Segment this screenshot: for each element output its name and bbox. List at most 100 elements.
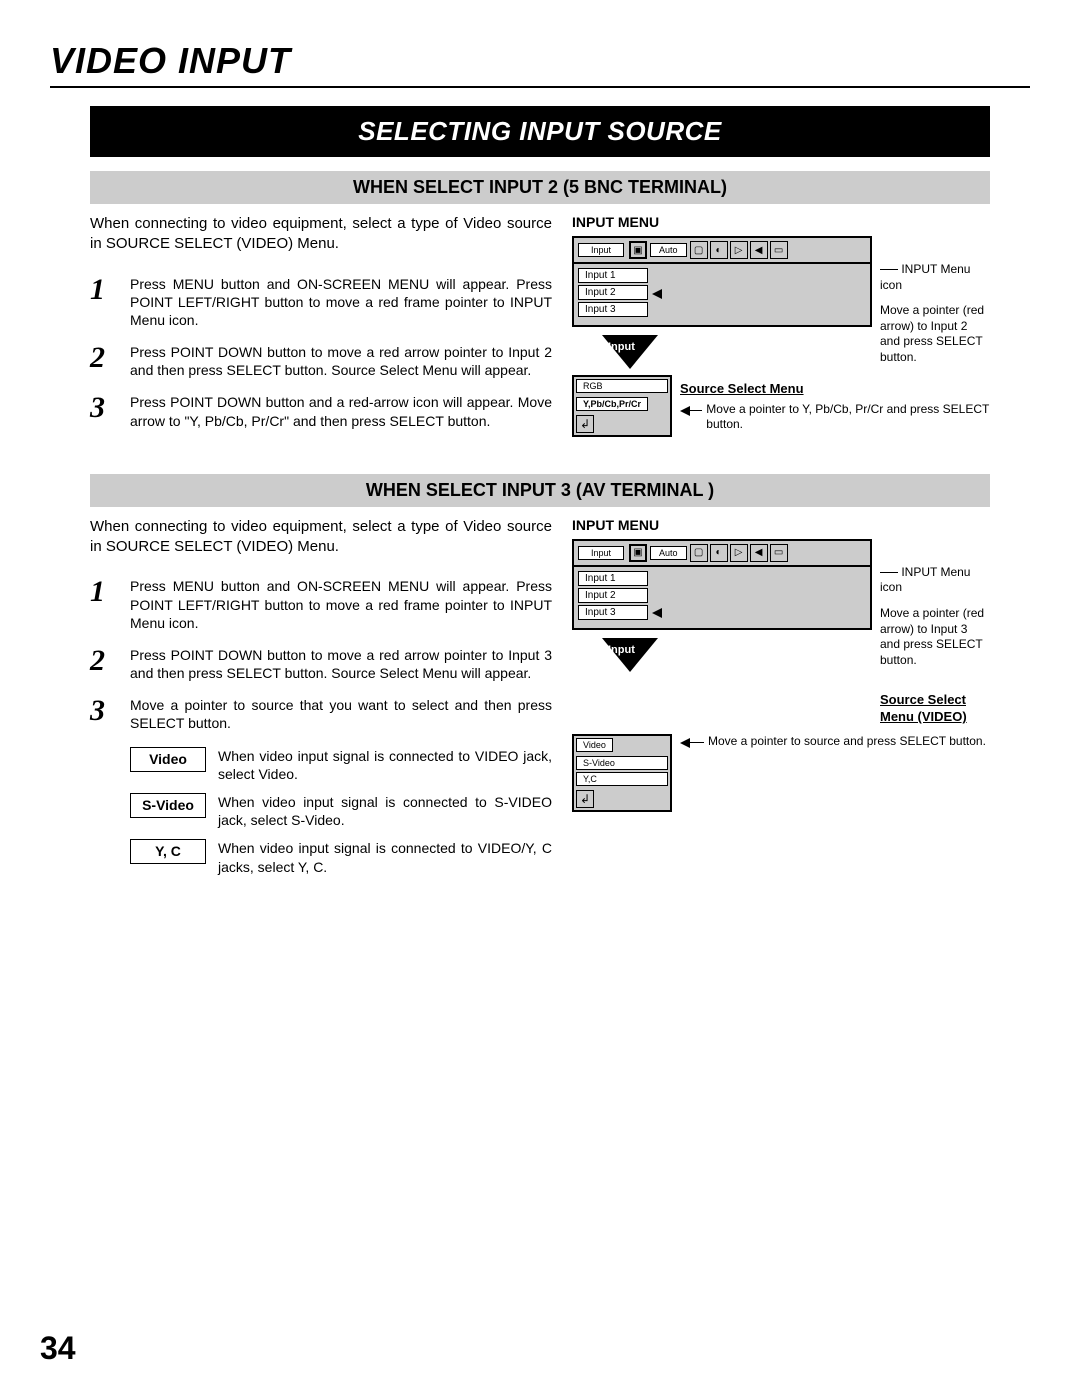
step: 1 Press MENU button and ON-SCREEN MENU w… [90, 577, 552, 632]
menu-item: Video [576, 738, 613, 752]
subsection-heading-1: WHEN SELECT INPUT 2 (5 BNC TERMINAL) [90, 171, 990, 204]
step-text: Press MENU button and ON-SCREEN MENU wil… [130, 577, 552, 632]
section-1-body: When connecting to video equipment, sele… [90, 214, 990, 444]
step: 1 Press MENU button and ON-SCREEN MENU w… [90, 275, 552, 330]
toolbar-icon: ▭ [770, 544, 788, 562]
pointer-arrow-icon [680, 738, 690, 748]
option-desc: When video input signal is connected to … [218, 747, 552, 783]
subsection-heading-2: WHEN SELECT INPUT 3 (AV TERMINAL ) [90, 474, 990, 507]
diagram-annotations: INPUT Menu icon Move a pointer (red arro… [880, 543, 990, 730]
step: 2 Press POINT DOWN button to move a red … [90, 343, 552, 379]
pointer-arrow-icon [680, 406, 690, 416]
source-annotations: Move a pointer to source and press SELEC… [680, 734, 986, 750]
option-row: S-Video When video input signal is conne… [130, 793, 552, 829]
menu-item: RGB [576, 379, 668, 393]
step-text: Press POINT DOWN button to move a red ar… [130, 343, 552, 379]
step: 3 Move a pointer to source that you want… [90, 696, 552, 732]
arrow-label: Input 3 [608, 644, 635, 668]
option-desc: When video input signal is connected to … [218, 793, 552, 829]
pointer-arrow-icon [652, 289, 662, 299]
step: 3 Press POINT DOWN button and a red-arro… [90, 393, 552, 429]
menu-item: Y,C [576, 772, 668, 786]
step-text: Press POINT DOWN button to move a red ar… [130, 646, 552, 682]
step-number: 2 [90, 343, 130, 379]
section-banner: SELECTING INPUT SOURCE [90, 106, 990, 157]
menu-item: Input 1 [578, 268, 648, 283]
annotation-text: Move a pointer (red arrow) to Input 3 an… [880, 606, 990, 668]
section-2-intro: When connecting to video equipment, sele… [90, 517, 552, 558]
source-select-menu: RGB Y,Pb/Cb,Pr/Cr ↲ [572, 375, 672, 437]
return-icon: ↲ [576, 415, 594, 433]
toolbar-icon: ◀ [750, 241, 768, 259]
step-text: Move a pointer to source that you want t… [130, 696, 552, 732]
arrow-label: Input 2 [608, 341, 635, 365]
input-menu-icon: ▣ [629, 241, 647, 259]
toolbar-icon: ◐ [710, 544, 728, 562]
annotation-text: INPUT Menu icon [880, 565, 970, 595]
toolbar-auto: Auto [650, 546, 687, 560]
toolbar-icon: ▢ [690, 544, 708, 562]
toolbar-icon: ▢ [690, 241, 708, 259]
annotation-text: INPUT Menu icon [880, 262, 970, 292]
section-2-left: When connecting to video equipment, sele… [90, 517, 552, 886]
menu-item: S-Video [576, 756, 668, 770]
step-text: Press MENU button and ON-SCREEN MENU wil… [130, 275, 552, 330]
source-select-menu: Video S-Video Y,C ↲ [572, 734, 672, 812]
toolbar-auto: Auto [650, 243, 687, 257]
annotation-text: Move a pointer (red arrow) to Input 2 an… [880, 303, 990, 365]
section-1-left: When connecting to video equipment, sele… [90, 214, 552, 444]
diagram-annotations: INPUT Menu icon Move a pointer (red arro… [880, 240, 990, 366]
toolbar-icon: ◀ [750, 544, 768, 562]
menu-toolbar: Input ▣ Auto ▢ ◐ ▷ ◀ ▭ [574, 238, 870, 264]
section-1-intro: When connecting to video equipment, sele… [90, 214, 552, 255]
section-2-right: INPUT MENU Input ▣ Auto ▢ ◐ ▷ ◀ ▭ Inpu [572, 517, 990, 886]
pointer-arrow-icon [652, 608, 662, 618]
menu-item: Input 2 [578, 588, 648, 603]
option-label: Video [130, 747, 206, 772]
step: 2 Press POINT DOWN button to move a red … [90, 646, 552, 682]
step-number: 3 [90, 393, 130, 429]
menu-item: Input 3 [578, 302, 648, 317]
toolbar-icon: ◐ [710, 241, 728, 259]
step-number: 1 [90, 577, 130, 632]
menu-item: Y,Pb/Cb,Pr/Cr [576, 397, 648, 411]
input-menu-icon: ▣ [629, 544, 647, 562]
step-number: 3 [90, 696, 130, 732]
annotation-text: Move a pointer to Y, Pb/Cb, Pr/Cr and pr… [706, 402, 990, 433]
input-menu-title: INPUT MENU [572, 517, 990, 533]
option-label: Y, C [130, 839, 206, 864]
input-menu-diagram: Input ▣ Auto ▢ ◐ ▷ ◀ ▭ Input 1 Input 2 I… [572, 539, 872, 630]
source-menu-title: Source Select Menu [680, 381, 990, 398]
toolbar-icon: ▷ [730, 241, 748, 259]
menu-item: Input 2 [578, 285, 648, 300]
input-menu-title: INPUT MENU [572, 214, 990, 230]
down-arrow-icon: Input 3 [602, 638, 658, 672]
menu-item: Input 1 [578, 571, 648, 586]
input-menu-diagram: Input ▣ Auto ▢ ◐ ▷ ◀ ▭ Input 1 Input 2 [572, 236, 872, 327]
page-title: VIDEO INPUT [50, 40, 1030, 82]
option-desc: When video input signal is connected to … [218, 839, 552, 875]
section-2-body: When connecting to video equipment, sele… [90, 517, 990, 886]
source-annotations: Source Select Menu Move a pointer to Y, … [680, 375, 990, 433]
down-arrow-icon: Input 2 [602, 335, 658, 369]
page-number: 34 [40, 1330, 76, 1367]
toolbar-icon: ▭ [770, 241, 788, 259]
step-number: 2 [90, 646, 130, 682]
menu-list: Input 1 Input 2 Input 3 [574, 264, 870, 325]
toolbar-label: Input [578, 243, 624, 257]
section-1-right: INPUT MENU Input ▣ Auto ▢ ◐ ▷ ◀ ▭ Inpu [572, 214, 990, 444]
return-icon: ↲ [576, 790, 594, 808]
step-text: Press POINT DOWN button and a red-arrow … [130, 393, 552, 429]
source-menu-title: Source Select Menu (VIDEO) [880, 692, 990, 726]
toolbar-icon: ▷ [730, 544, 748, 562]
annotation-text: Move a pointer to source and press SELEC… [708, 734, 986, 750]
option-label: S-Video [130, 793, 206, 818]
menu-item: Input 3 [578, 605, 648, 620]
option-row: Y, C When video input signal is connecte… [130, 839, 552, 875]
title-rule [50, 86, 1030, 88]
toolbar-label: Input [578, 546, 624, 560]
step-number: 1 [90, 275, 130, 330]
menu-list: Input 1 Input 2 Input 3 [574, 567, 870, 628]
menu-toolbar: Input ▣ Auto ▢ ◐ ▷ ◀ ▭ [574, 541, 870, 567]
option-row: Video When video input signal is connect… [130, 747, 552, 783]
